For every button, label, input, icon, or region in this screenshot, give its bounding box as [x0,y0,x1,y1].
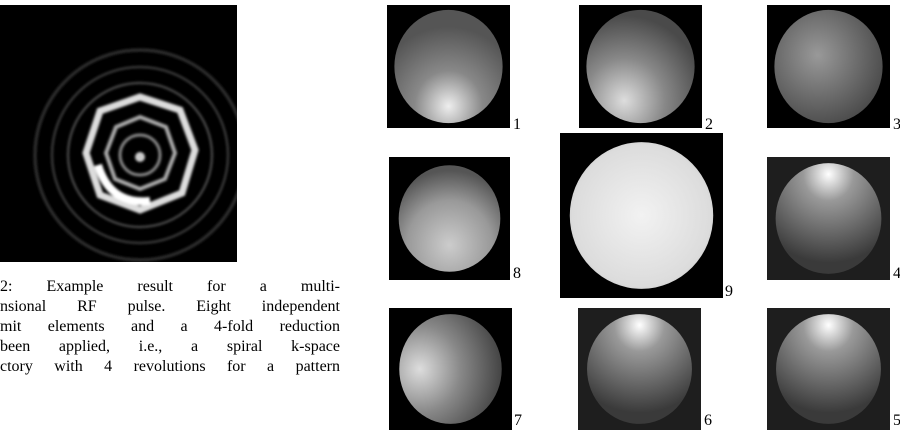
sphere-image [578,308,701,430]
sphere-image [560,133,723,298]
panel-label: 3 [893,117,900,133]
sphere-image [767,308,890,430]
sphere-image [579,5,702,128]
sphere-image [387,5,510,128]
panel-label: 7 [514,413,522,429]
panel-label: 4 [893,266,900,282]
sphere-image [767,157,890,280]
mr-rings [0,5,237,262]
panel-label: 5 [893,413,900,429]
sphere-image [389,308,512,430]
panel-label: 9 [725,284,733,300]
caption-line: ctory with 4 revolutions for a pattern [0,357,340,377]
panel-label: 2 [705,117,713,133]
caption-line: 2: Example result for a multi- [0,277,340,297]
caption-line: been applied, i.e., a spiral k-space [0,337,340,357]
panel-label: 1 [513,117,521,133]
panel-label: 8 [513,266,521,282]
page: {"caption_lines": ["2: Example result fo… [0,0,900,430]
mr-image [0,5,237,262]
sphere-image [767,5,890,128]
caption-line: mit elements and a 4-fold reduction [0,317,340,337]
caption-line: nsional RF pulse. Eight independent [0,297,340,317]
panel-label: 6 [704,413,712,429]
sphere-image [389,157,510,280]
